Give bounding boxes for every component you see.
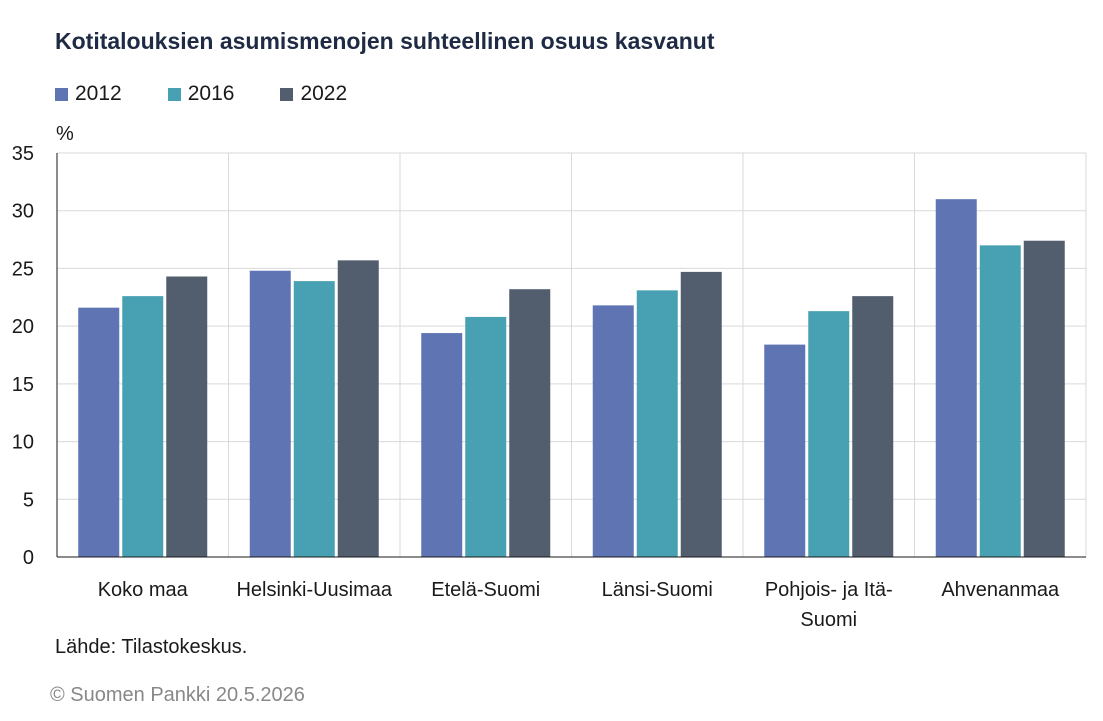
bar-2016-3 (636, 290, 678, 557)
x-tick-label-4: Pohjois- ja Itä-Suomi (765, 579, 893, 631)
y-tick-label-20: 20 (12, 316, 34, 338)
legend-label-2022: 2022 (300, 82, 348, 105)
x-tick-label-3: Länsi-Suomi (602, 579, 713, 601)
legend: 2012 2016 2022 (55, 82, 347, 106)
y-tick-label-35: 35 (12, 143, 34, 165)
bar-2022-3 (680, 271, 722, 557)
legend-label-2016: 2016 (187, 82, 235, 105)
legend-item-2012: 2012 (55, 82, 122, 106)
bar-2012-4 (764, 344, 806, 557)
legend-item-2016: 2016 (167, 82, 235, 106)
legend-swatch-2016 (167, 87, 181, 101)
legend-swatch-2012 (55, 87, 68, 101)
bar-2022-4 (852, 296, 894, 557)
chart-title: Kotitalouksien asumismenojen suhteelline… (55, 28, 715, 54)
bar-2016-5 (979, 245, 1021, 558)
bar-2012-3 (592, 305, 634, 557)
bar-2022-0 (166, 276, 208, 557)
y-tick-label-10: 10 (12, 432, 34, 454)
bar-2012-5 (935, 199, 977, 557)
bar-2022-5 (1023, 240, 1065, 557)
x-tick-label-5: Ahvenanmaa (941, 579, 1060, 601)
bar-2016-2 (465, 316, 507, 557)
legend-swatch-2022 (280, 87, 294, 101)
bar-2012-2 (421, 333, 463, 557)
bar-2012-1 (249, 270, 291, 557)
x-tick-label-1: Helsinki-Uusimaa (236, 579, 392, 601)
y-tick-label-25: 25 (12, 258, 34, 280)
bar-2016-1 (293, 281, 335, 557)
bar-2022-2 (509, 289, 551, 557)
bar-2016-0 (122, 296, 164, 557)
bar-2016-4 (808, 311, 850, 557)
source-note: Lähde: Tilastokeskus. (55, 636, 248, 658)
y-axis-unit-label: % (56, 123, 74, 145)
legend-label-2012: 2012 (75, 82, 122, 105)
bar-2012-0 (78, 307, 120, 557)
y-tick-label-0: 0 (23, 547, 34, 569)
y-tick-label-15: 15 (12, 374, 34, 396)
bar-2022-1 (337, 260, 379, 557)
legend-item-2022: 2022 (280, 82, 347, 106)
y-tick-label-5: 5 (23, 489, 34, 511)
copyright-note: © Suomen Pankki 20.5.2026 (50, 684, 305, 706)
x-tick-label-0: Koko maa (98, 579, 189, 601)
x-tick-label-2: Etelä-Suomi (431, 579, 540, 601)
y-tick-label-30: 30 (12, 201, 34, 223)
